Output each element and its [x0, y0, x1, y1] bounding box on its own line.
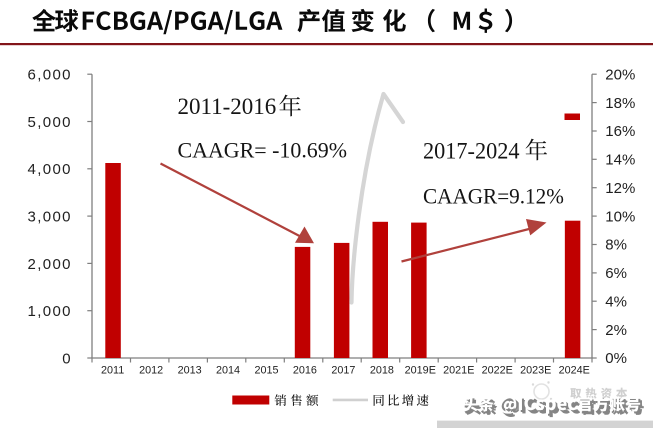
svg-text:6,000: 6,000 — [28, 67, 71, 84]
svg-text:12%: 12% — [605, 180, 635, 197]
svg-text:2022E: 2022E — [482, 365, 513, 377]
svg-text:8%: 8% — [605, 237, 627, 254]
svg-text:20%: 20% — [605, 66, 635, 83]
svg-text:2011: 2011 — [101, 365, 124, 377]
svg-text:4,000: 4,000 — [28, 161, 71, 178]
svg-text:2,000: 2,000 — [28, 256, 71, 273]
svg-text:2016: 2016 — [293, 365, 317, 377]
svg-text:2019E: 2019E — [405, 365, 436, 377]
svg-text:2024E: 2024E — [559, 365, 590, 377]
svg-text:2013: 2013 — [178, 365, 202, 377]
svg-text:0: 0 — [62, 350, 70, 367]
svg-text:4%: 4% — [605, 293, 627, 310]
svg-text:3,000: 3,000 — [28, 209, 71, 226]
svg-text:18%: 18% — [605, 95, 635, 112]
svg-text:5,000: 5,000 — [28, 114, 71, 131]
svg-text:2017: 2017 — [331, 365, 355, 377]
svg-text:16%: 16% — [605, 123, 635, 140]
svg-text:2014: 2014 — [216, 365, 240, 377]
svg-text:2%: 2% — [605, 322, 627, 339]
svg-text:2011-2016: 2011-2016 — [178, 94, 277, 119]
svg-text:CAAGR=9.12%: CAAGR=9.12% — [423, 184, 564, 209]
svg-text:2012: 2012 — [139, 365, 163, 377]
svg-text:10%: 10% — [605, 208, 635, 225]
svg-text:2023E: 2023E — [520, 365, 551, 377]
svg-text:14%: 14% — [605, 152, 635, 169]
svg-text:1,000: 1,000 — [28, 303, 71, 320]
svg-text:6%: 6% — [605, 265, 627, 282]
svg-text:0%: 0% — [605, 350, 627, 367]
svg-text:2021E: 2021E — [443, 365, 474, 377]
svg-text:2017-2024: 2017-2024 — [423, 139, 520, 164]
svg-text:CAAGR= -10.69%: CAAGR= -10.69% — [178, 138, 348, 163]
svg-text:2015: 2015 — [254, 365, 278, 377]
svg-text:2018: 2018 — [370, 365, 394, 377]
